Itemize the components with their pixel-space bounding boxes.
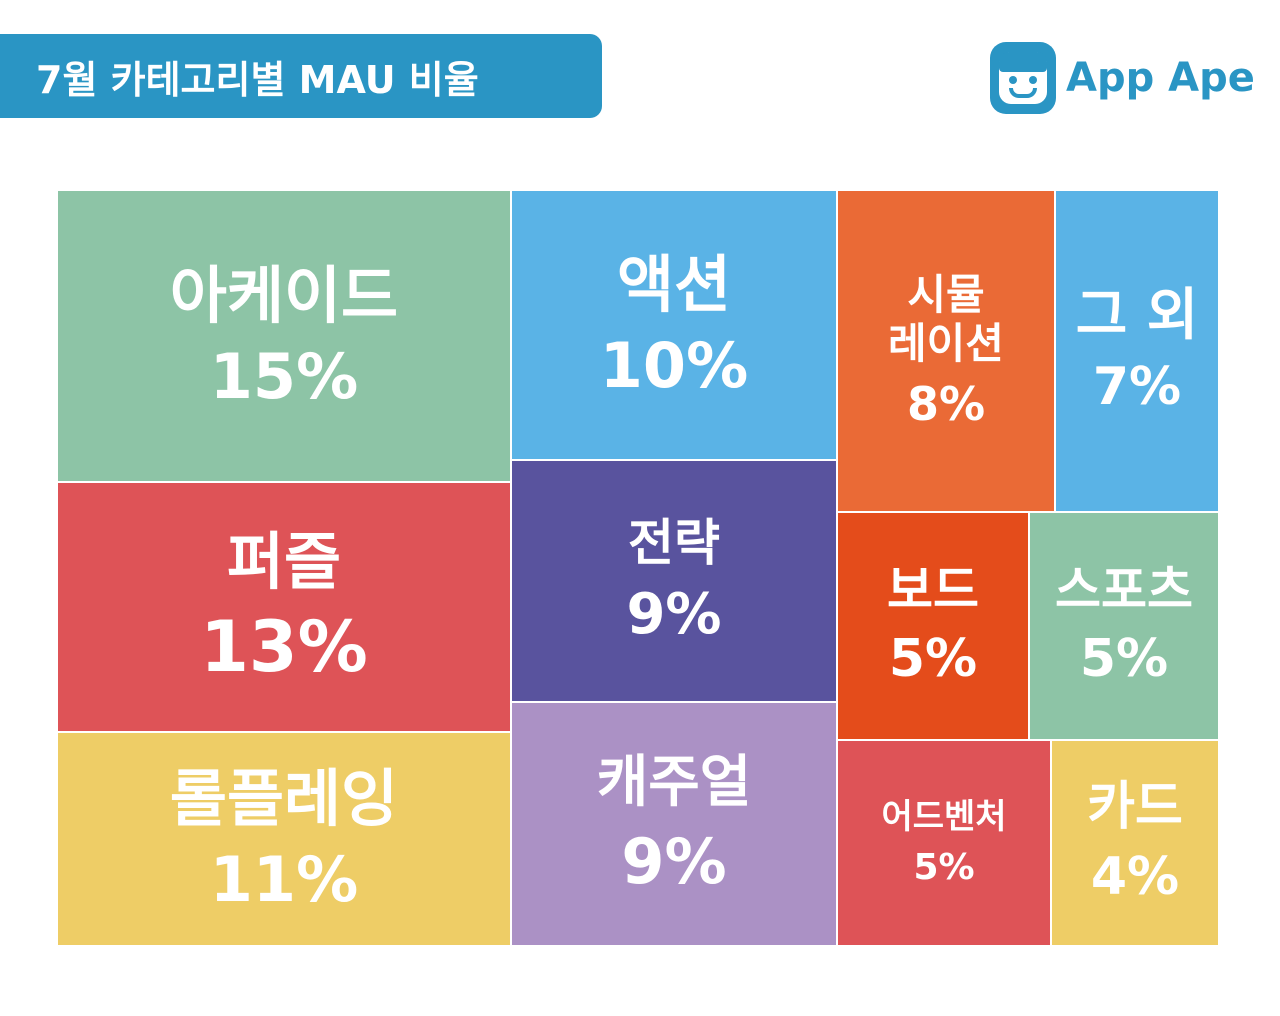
tile-casual: 캐주얼 9% — [512, 703, 838, 947]
category-mau-treemap: 아케이드 15% 퍼즐 13% 롤플레잉 11% 액션 10% 전략 9% 캐주얼 9% 시뮬 레이션 8… — [58, 191, 1220, 947]
logo-text: App Ape — [1066, 55, 1255, 101]
tile-label: 어드벤처 — [881, 796, 1007, 837]
tile-label: 보드 — [887, 561, 979, 620]
tile-value: 9% — [626, 581, 722, 647]
tile-label: 전략 — [628, 514, 720, 573]
tile-label: 롤플레잉 — [169, 761, 399, 835]
tile-value: 13% — [200, 606, 368, 689]
tile-label: 액션 — [616, 247, 732, 321]
tile-board: 보드 5% — [838, 513, 1030, 741]
tile-label: 시뮬 레이션 — [888, 270, 1004, 368]
page-title-banner: 7월 카테고리별 MAU 비율 — [0, 34, 602, 118]
tile-card: 카드 4% — [1052, 741, 1220, 947]
tile-value: 9% — [621, 824, 727, 898]
tile-label: 퍼즐 — [226, 525, 342, 599]
tile-value: 10% — [599, 329, 749, 402]
tile-puzzle: 퍼즐 13% — [58, 483, 512, 733]
tile-value: 8% — [906, 376, 986, 431]
tile-label: 카드 — [1087, 777, 1183, 838]
tile-label: 그 외 — [1075, 282, 1199, 348]
tile-value: 15% — [209, 340, 359, 413]
tile-simulation: 시뮬 레이션 8% — [838, 191, 1056, 513]
tile-arcade: 아케이드 15% — [58, 191, 512, 483]
tile-label: 캐주얼 — [596, 750, 752, 816]
tile-value: 5% — [888, 628, 978, 689]
tile-sports: 스포츠 5% — [1030, 513, 1220, 741]
tile-value: 5% — [913, 846, 975, 888]
page-title: 7월 카테고리별 MAU 비율 — [36, 57, 479, 102]
tile-value: 7% — [1092, 357, 1182, 418]
tile-roleplaying: 롤플레잉 11% — [58, 733, 512, 947]
tile-value: 11% — [209, 843, 359, 916]
tile-action: 액션 10% — [512, 191, 838, 461]
tile-adventure: 어드벤처 5% — [838, 741, 1052, 947]
app-ape-logo: App Ape — [990, 40, 1255, 116]
tile-value: 5% — [1079, 628, 1169, 689]
tile-label: 아케이드 — [169, 258, 399, 332]
tile-value: 4% — [1090, 847, 1180, 907]
tile-other: 그 외 7% — [1056, 191, 1220, 513]
tile-strategy: 전략 9% — [512, 461, 838, 703]
ape-face-icon — [990, 42, 1056, 114]
tile-label: 스포츠 — [1055, 561, 1193, 620]
